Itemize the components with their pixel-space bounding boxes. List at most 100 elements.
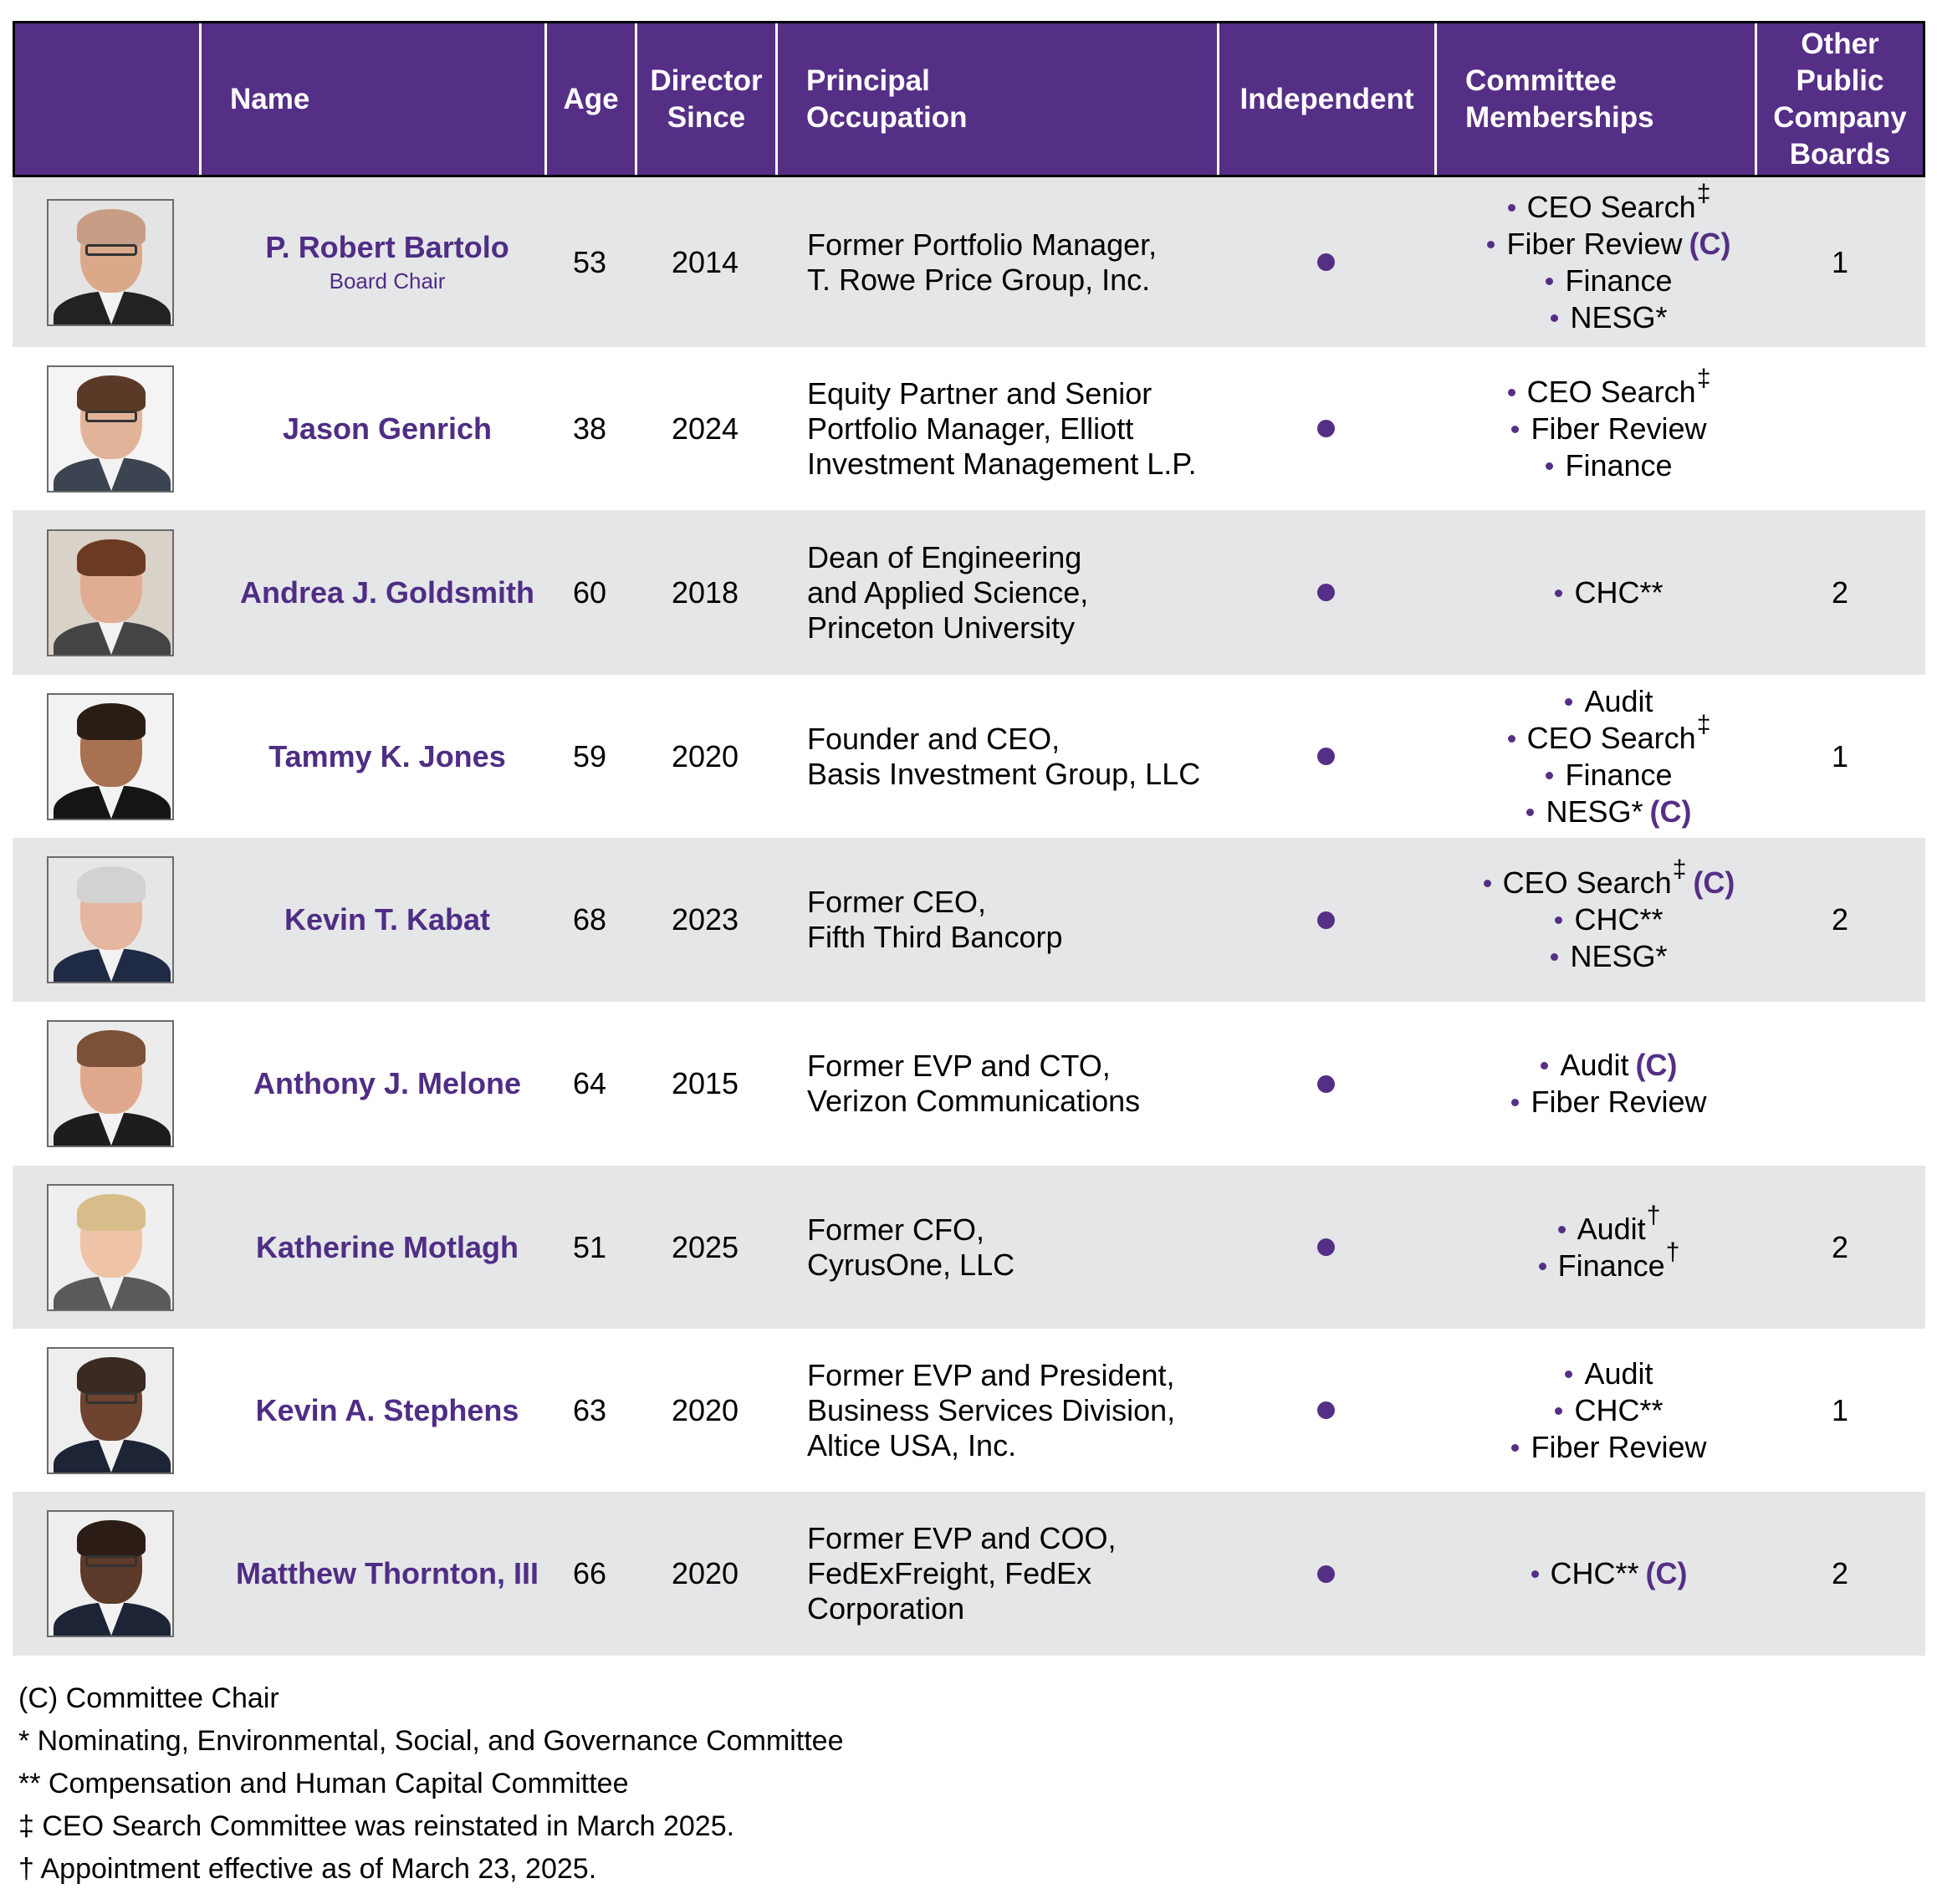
committees-cell: CEO Search‡ (C) CHC** NESG* xyxy=(1434,838,1755,1002)
director-since-cell: 2023 xyxy=(671,902,739,937)
photo-hair xyxy=(77,866,146,903)
occupation-cell: Former EVP and President, Business Servi… xyxy=(807,1357,1176,1462)
committees-cell: CHC** (C) xyxy=(1434,1492,1755,1656)
director-since-cell: 2020 xyxy=(671,738,739,773)
footnote-nesg: * Nominating, Environmental, Social, and… xyxy=(18,1725,844,1757)
committee-label: Finance xyxy=(1565,757,1673,792)
committee-label: Fiber Review xyxy=(1531,1429,1707,1464)
age-cell: 53 xyxy=(572,244,607,279)
table-row: Jason Genrich 38 2024 Equity Partner and Se… xyxy=(13,347,1925,510)
director-photo xyxy=(47,365,174,493)
committee-label: CEO Search xyxy=(1502,865,1672,900)
committee-item: NESG* (C) xyxy=(1526,794,1692,830)
committee-label: Finance xyxy=(1557,1248,1665,1283)
committee-item: Finance xyxy=(1546,447,1673,484)
director-name: Tammy K. Jones xyxy=(268,738,506,773)
committee-item: Fiber Review xyxy=(1511,411,1707,447)
photo-hair xyxy=(77,1520,146,1557)
committee-item: Fiber Review xyxy=(1511,1429,1707,1466)
director-name: Jason Genrich xyxy=(282,411,493,446)
independent-dot-icon xyxy=(1316,748,1335,765)
independent-cell xyxy=(1217,347,1434,510)
header-name: Name xyxy=(199,23,544,175)
committee-label: CEO Search xyxy=(1526,720,1696,755)
independent-dot-icon xyxy=(1316,911,1335,929)
board-of-directors-table: Name Age Director Since Principal Occupa… xyxy=(13,21,1925,1656)
other-boards-cell xyxy=(1755,347,1925,510)
committee-item: Fiber Review xyxy=(1511,1084,1707,1120)
committee-label: CHC** xyxy=(1574,574,1664,610)
header-age: Age xyxy=(544,23,635,175)
table-header: Name Age Director Since Principal Occupa… xyxy=(13,21,1925,177)
footnotes: (C) Committee Chair * Nominating, Enviro… xyxy=(18,1677,843,1891)
glasses-icon xyxy=(85,1555,137,1567)
footnote-chc: ** Compensation and Human Capital Commit… xyxy=(18,1768,629,1799)
committee-label: NESG* xyxy=(1570,939,1668,973)
committee-label: Audit xyxy=(1560,1048,1629,1082)
age-cell: 68 xyxy=(572,902,607,937)
independent-cell xyxy=(1217,1492,1434,1656)
independent-dot-icon xyxy=(1316,253,1335,271)
photo-hair xyxy=(77,209,146,246)
header-photo xyxy=(15,23,202,175)
age-cell: 51 xyxy=(572,1229,607,1264)
name-cell: Katherine Motlagh xyxy=(199,1166,544,1329)
age-cell: 60 xyxy=(572,574,607,610)
name-cell: Kevin T. Kabat xyxy=(199,838,544,1002)
committee-label: CHC** xyxy=(1574,1392,1664,1427)
age-cell: 59 xyxy=(572,738,607,773)
committee-item: Finance xyxy=(1546,263,1673,299)
committee-label: Audit xyxy=(1577,1211,1646,1246)
independent-cell xyxy=(1217,1002,1434,1166)
footnote-appointment: † Appointment effective as of March 23, … xyxy=(18,1853,597,1885)
committee-chair-badge: (C) xyxy=(1689,226,1731,261)
other-boards-cell: 1 xyxy=(1831,244,1849,279)
committee-label: Finance xyxy=(1565,447,1673,482)
director-photo xyxy=(47,1184,174,1311)
independent-dot-icon xyxy=(1316,1075,1335,1093)
occupation-cell: Former CFO, CyrusOne, LLC xyxy=(807,1212,1015,1282)
committee-footnote-mark: † xyxy=(1646,1201,1661,1229)
director-since-cell: 2024 xyxy=(671,411,739,446)
occupation-cell: Former EVP and CTO, Verizon Communicatio… xyxy=(807,1049,1141,1118)
name-cell: Anthony J. Melone xyxy=(199,1002,544,1166)
committee-label: NESG* xyxy=(1570,299,1668,334)
committee-footnote-mark: ‡ xyxy=(1696,364,1711,392)
committees-cell: CEO Search‡ Fiber Review Finance xyxy=(1434,347,1755,510)
committee-item: Audit xyxy=(1565,683,1653,720)
committee-item: NESG* xyxy=(1551,938,1668,975)
name-cell: Andrea J. Goldsmith xyxy=(199,510,544,675)
committee-label: Fiber Review xyxy=(1531,411,1707,446)
committee-label: CEO Search xyxy=(1526,189,1696,224)
photo-hair xyxy=(77,1194,146,1231)
independent-cell xyxy=(1217,1166,1434,1329)
committee-item: Finance xyxy=(1546,757,1673,794)
committee-item: CEO Search‡ (C) xyxy=(1483,857,1735,901)
footnote-ceo-search: ‡ CEO Search Committee was reinstated in… xyxy=(18,1810,735,1842)
independent-cell xyxy=(1217,510,1434,675)
independent-dot-icon xyxy=(1316,1238,1335,1256)
director-name: Matthew Thornton, III xyxy=(236,1556,539,1590)
other-boards-cell: 2 xyxy=(1831,1229,1849,1264)
committees-cell: CEO Search‡ Fiber Review (C) Finance NESG* xyxy=(1434,177,1755,347)
committee-item: Audit (C) xyxy=(1541,1047,1678,1084)
committee-item: CHC** xyxy=(1555,901,1664,938)
director-name: Kevin T. Kabat xyxy=(284,902,491,937)
director-since-cell: 2018 xyxy=(671,574,739,610)
independent-cell xyxy=(1217,1329,1434,1492)
committee-chair-badge: (C) xyxy=(1693,865,1735,900)
committee-item: NESG* xyxy=(1551,299,1668,336)
independent-cell xyxy=(1217,675,1434,838)
table-row: Kevin T. Kabat 68 2023 Former CEO, Fifth Th… xyxy=(13,838,1925,1002)
committee-item: Audit xyxy=(1565,1355,1653,1392)
independent-dot-icon xyxy=(1316,584,1335,601)
other-boards-cell: 2 xyxy=(1831,902,1849,937)
table-row: Anthony J. Melone 64 2015 Former EVP and CT… xyxy=(13,1002,1925,1166)
age-cell: 38 xyxy=(572,411,607,446)
committee-item: Audit† xyxy=(1557,1202,1660,1248)
glasses-icon xyxy=(85,411,137,422)
committees-cell: Audit† Finance † xyxy=(1434,1166,1755,1329)
header-committee-memberships: Committee Memberships xyxy=(1434,23,1755,175)
committee-label: Finance xyxy=(1565,263,1673,298)
committee-label: Audit xyxy=(1584,683,1653,718)
